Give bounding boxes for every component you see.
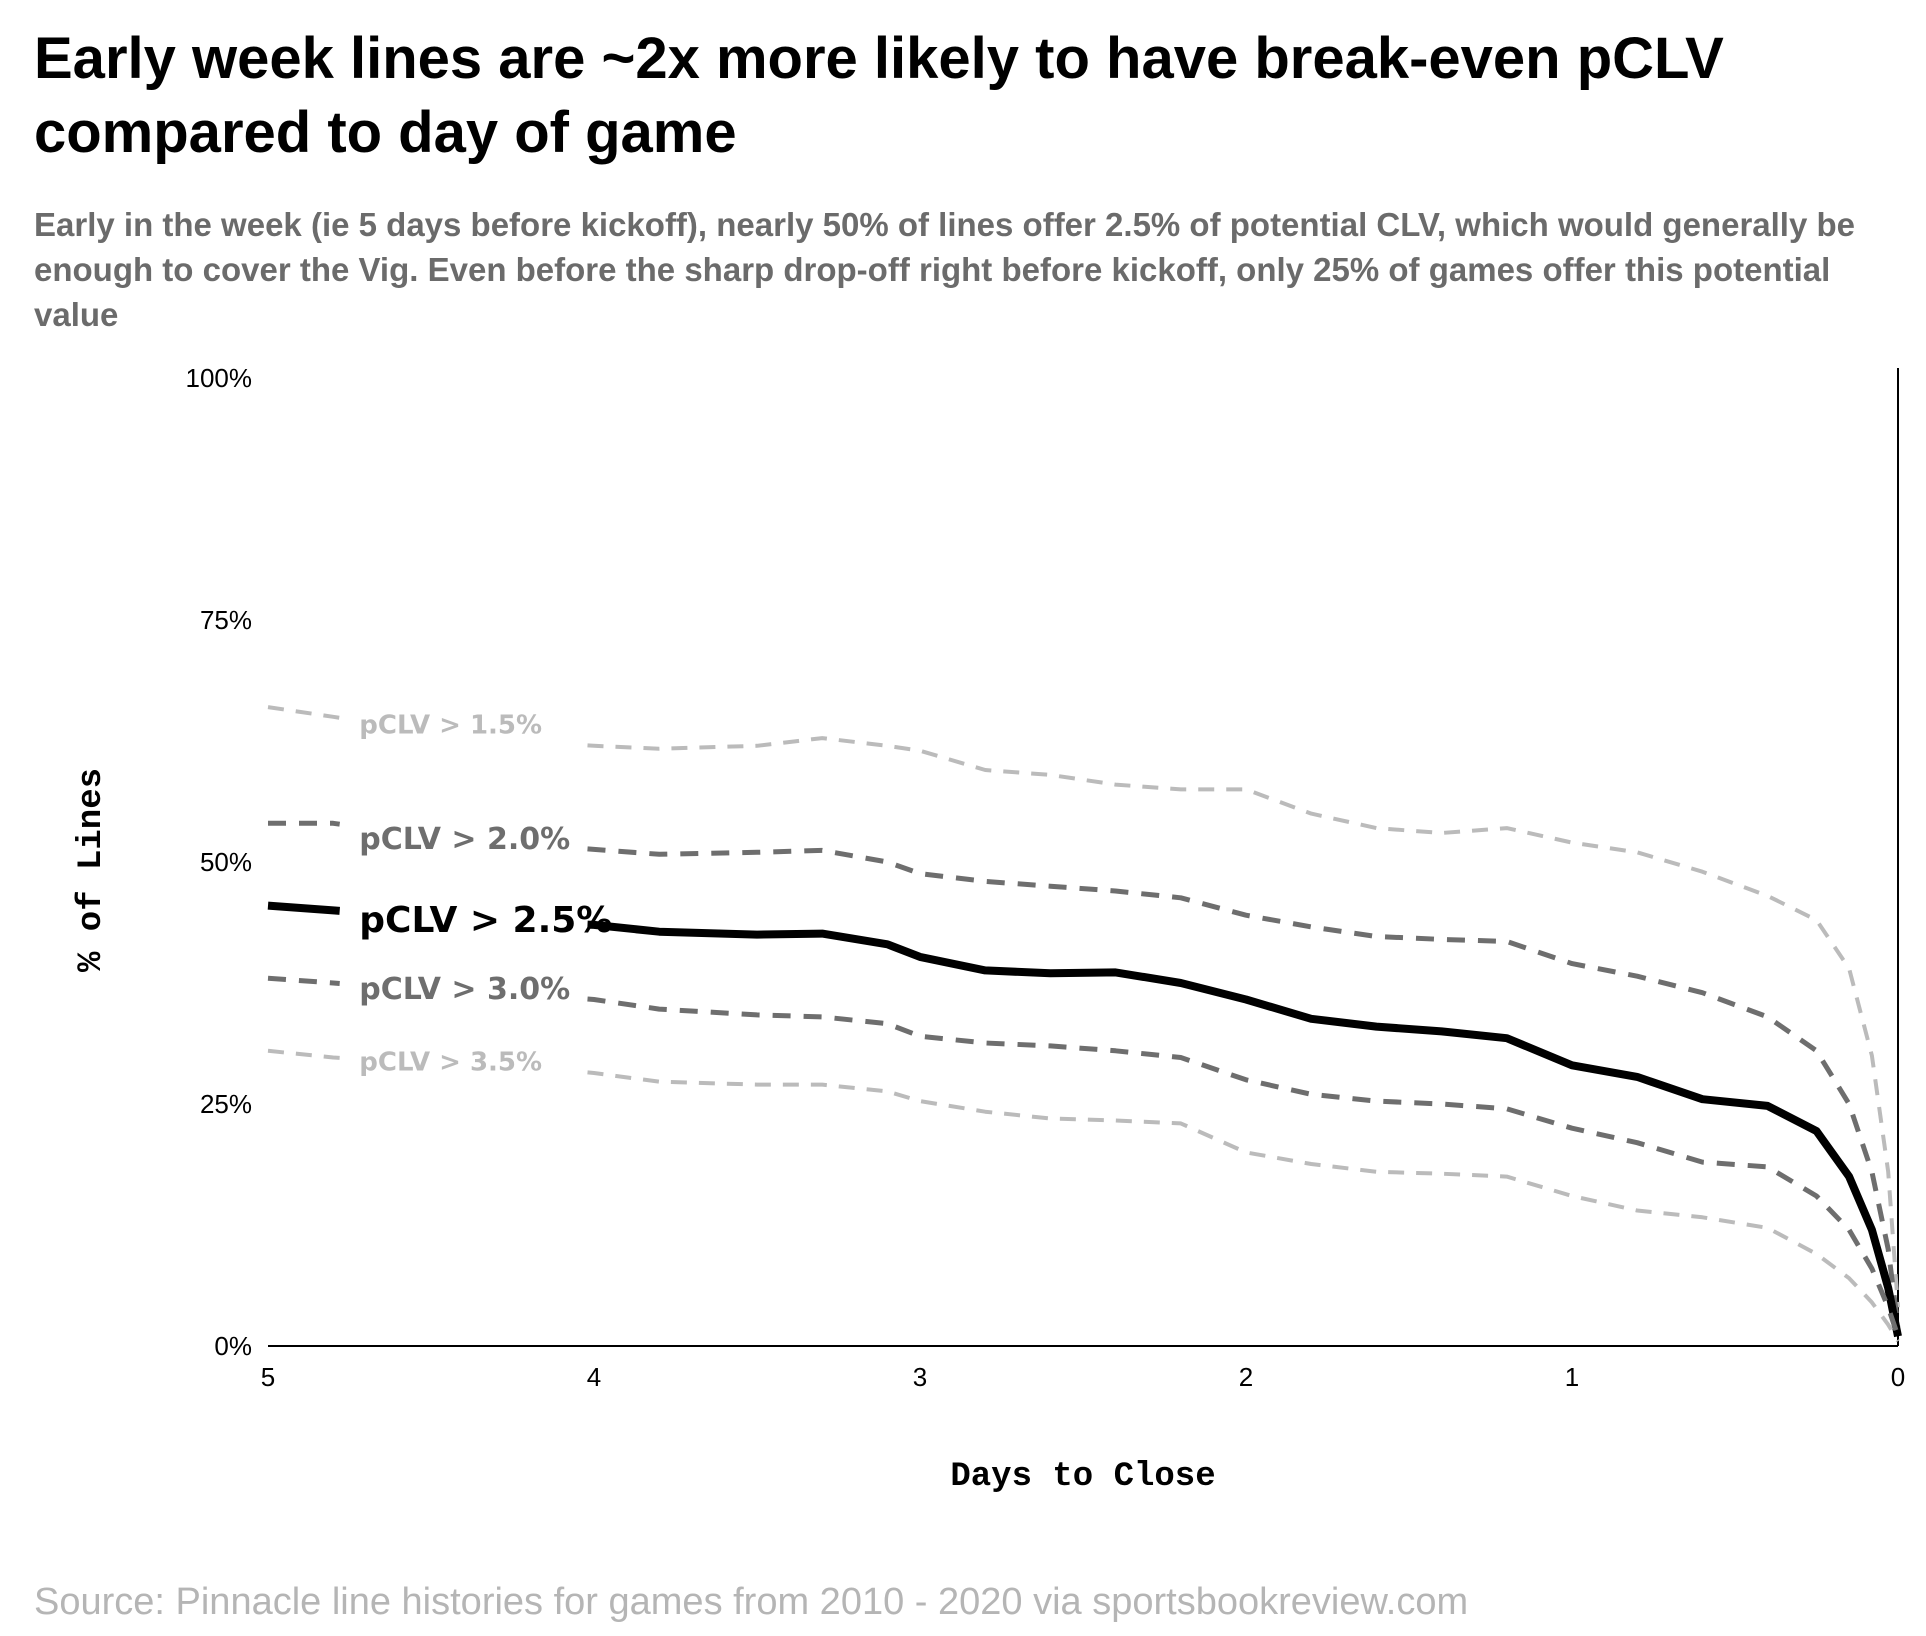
- x-tick-label: 2: [1239, 1362, 1253, 1392]
- series-line-1-segment-2: [587, 736, 1900, 1308]
- series-line-4-segment-2: [587, 996, 1901, 1338]
- series-line-5-segment-2: [587, 1070, 1900, 1343]
- y-tick-label: 50%: [200, 847, 252, 877]
- series-line-5-segment-1: [267, 1048, 340, 1060]
- y-tick-label: 25%: [200, 1089, 252, 1119]
- series-lines: [267, 705, 1902, 1343]
- x-tick-labels: 5 4 3 2 1 0: [261, 1362, 1905, 1392]
- series-line-3-segment-1: [267, 901, 341, 915]
- y-tick-labels: 0% 25% 50% 75% 100%: [186, 363, 253, 1361]
- x-tick-label: 5: [261, 1362, 275, 1392]
- series-line-2-segment-2: [587, 846, 1901, 1327]
- x-tick-label: 3: [913, 1362, 927, 1392]
- series-line-2-segment-1: [268, 820, 341, 827]
- x-axis-title: Days to Close: [950, 1458, 1215, 1496]
- chart-subtitle: Early in the week (ie 5 days before kick…: [34, 206, 1856, 333]
- inline-label-1: pCLV > 1.5%: [359, 710, 542, 740]
- y-tick-label: 100%: [186, 363, 253, 393]
- series-line-4-segment-1: [267, 975, 340, 986]
- inline-label-5: pCLV > 3.5%: [359, 1047, 542, 1077]
- inline-label-4: pCLV > 3.0%: [359, 972, 570, 1007]
- source-note: Source: Pinnacle line histories for game…: [34, 1581, 1469, 1623]
- x-tick-label: 4: [587, 1362, 601, 1392]
- inline-series-labels: pCLV > 1.5% pCLV > 2.0% pCLV > 2.5% pCLV > …: [359, 710, 612, 1077]
- x-tick-label: 0: [1891, 1362, 1905, 1392]
- inline-label-3: pCLV > 2.5%: [359, 900, 612, 941]
- x-tick-label: 1: [1565, 1362, 1579, 1392]
- series-line-3-segment-2: [587, 920, 1902, 1338]
- y-tick-label: 0%: [214, 1331, 252, 1361]
- inline-label-2: pCLV > 2.0%: [359, 822, 570, 857]
- y-tick-label: 75%: [200, 605, 252, 635]
- chart-title: Early week lines are ~2x more likely to …: [34, 26, 1724, 165]
- series-line-1-segment-1: [267, 705, 341, 720]
- y-axis-title: % of Lines: [73, 768, 111, 972]
